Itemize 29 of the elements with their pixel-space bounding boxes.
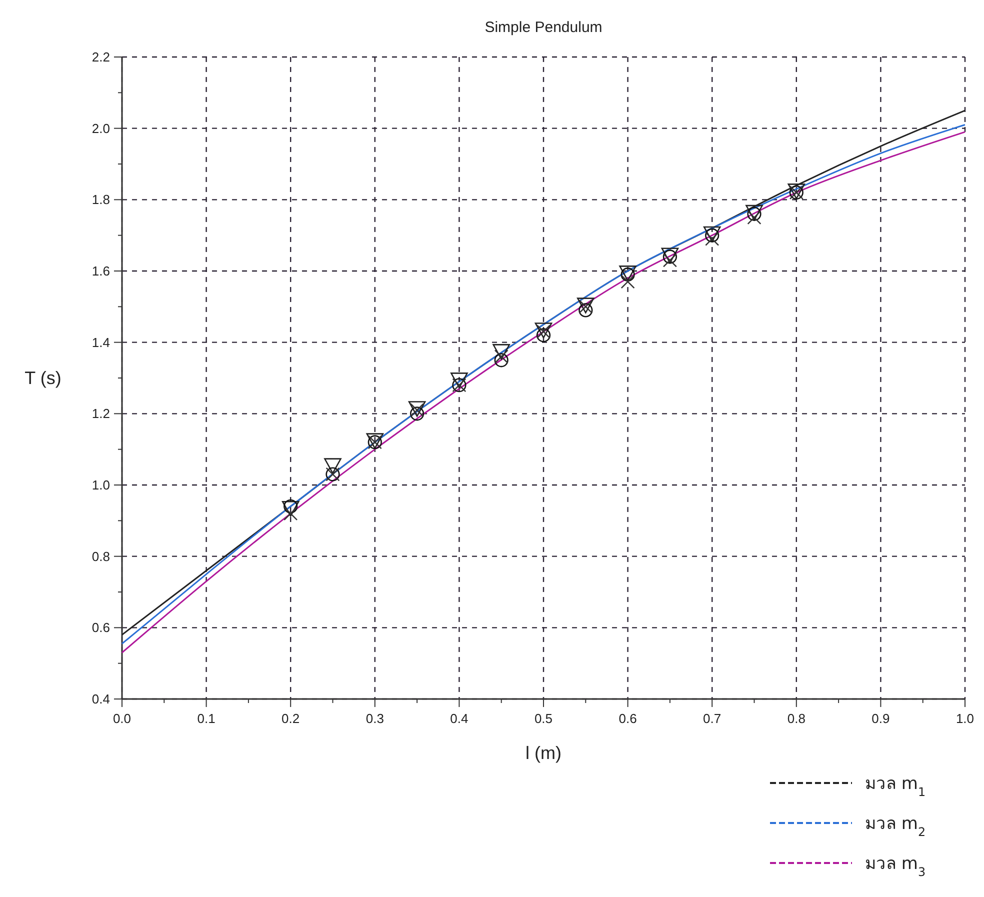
- point: [620, 274, 635, 289]
- x-axis-title: l (m): [526, 743, 562, 763]
- y-tick-label: 2.0: [92, 120, 110, 136]
- x-tick-label: 0.5: [534, 711, 553, 726]
- y-tick-label: 1.6: [92, 264, 110, 278]
- y-tick-label: 2.2: [92, 50, 110, 64]
- y-tick-label: 1.0: [92, 478, 110, 492]
- chart-title: Simple Pendulum: [484, 19, 602, 36]
- legend-label: มวล m$_{1}$: [865, 774, 926, 799]
- legend-label: มวล m$_{2}$: [865, 814, 926, 839]
- x-tick-label: 0.3: [366, 711, 384, 726]
- x-tick-label: 0.8: [787, 711, 806, 726]
- y-tick-label: 1.8: [92, 192, 110, 208]
- x-tick-label: 0.6: [618, 711, 637, 726]
- x-tick-label: 0.9: [872, 711, 890, 726]
- y-tick-label: 0.6: [92, 620, 110, 636]
- x-tick-label: 1.0: [956, 711, 974, 726]
- y-tick-label: 1.2: [92, 406, 110, 422]
- y-axis-title: T (s): [24, 368, 62, 388]
- x-tick-label: 0.1: [197, 711, 216, 726]
- x-tick-label: 0.7: [703, 711, 722, 726]
- legend-label: มวล m$_{3}$: [865, 854, 926, 879]
- x-tick-label: 0.0: [112, 711, 132, 726]
- y-tick-label: 0.4: [92, 692, 110, 706]
- x-tick-label: 0.4: [450, 711, 468, 726]
- x-tick-label: 0.2: [282, 711, 300, 726]
- y-tick-label: 1.4: [92, 334, 110, 350]
- point: [494, 353, 508, 368]
- y-tick-label: 0.8: [92, 548, 110, 564]
